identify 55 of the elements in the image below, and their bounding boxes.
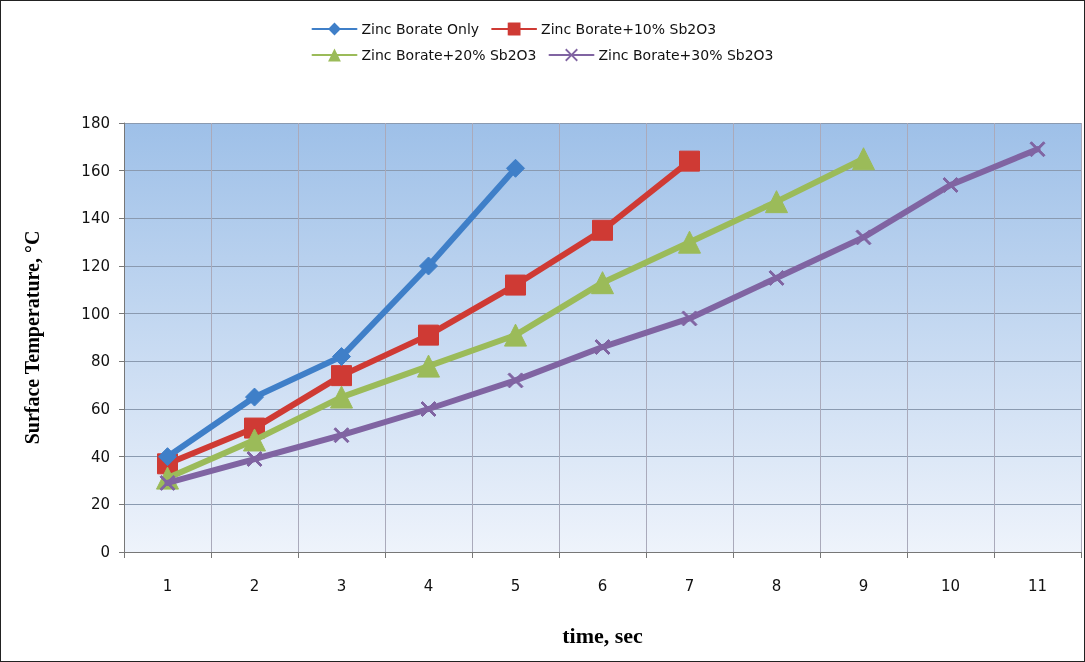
point: [507, 372, 524, 389]
point: [243, 428, 266, 452]
x-tick-label: 11: [1027, 576, 1048, 595]
y-tick-label: 140: [81, 209, 110, 228]
point: [942, 176, 959, 193]
y-axis-title: Surface Temperature, °C: [21, 230, 44, 445]
point: [681, 310, 698, 327]
y-tick-label: 60: [90, 400, 110, 418]
point: [246, 451, 263, 468]
point: [420, 401, 437, 417]
point: [1029, 141, 1046, 158]
x-tick-label: 6: [597, 576, 608, 595]
point: [594, 339, 611, 356]
point: [419, 256, 438, 276]
point: [855, 229, 872, 246]
x-tick-label: 8: [771, 576, 782, 595]
x-axis-title: time, sec: [562, 622, 644, 648]
point: [417, 354, 440, 378]
x-tick-label: 4: [423, 576, 434, 595]
legend-label: Zinc Borate Only: [361, 21, 480, 37]
point: [330, 385, 353, 409]
y-tick-label: 100: [81, 304, 110, 323]
legend-label: Zinc Borate+20% Sb2O3: [361, 47, 537, 63]
x-tick-label: 9: [858, 576, 869, 595]
y-tick-label: 20: [90, 495, 110, 514]
y-tick-label: 160: [81, 161, 110, 180]
y-tick-label: 180: [81, 114, 110, 132]
y-tick-label: 40: [90, 447, 110, 466]
x-tick-label: 7: [684, 576, 695, 595]
y-tick-label: 80: [90, 352, 110, 371]
point: [852, 147, 875, 171]
point: [591, 271, 614, 295]
legend-label: Zinc Borate+10% Sb2O3: [541, 21, 717, 37]
legend-label: Zinc Borate+30% Sb2O3: [598, 47, 774, 63]
x-tick-label: 2: [249, 576, 260, 595]
point: [768, 269, 785, 286]
point: [158, 447, 177, 467]
point: [418, 324, 439, 346]
point: [679, 150, 700, 172]
point: [331, 365, 352, 387]
point: [505, 274, 526, 296]
point: [506, 158, 525, 178]
x-tick-label: 3: [336, 576, 347, 595]
point: [504, 323, 527, 347]
point: [333, 427, 350, 444]
x-tick-label: 1: [162, 576, 173, 595]
point: [765, 190, 788, 214]
point: [592, 219, 613, 241]
y-tick-label: 0: [100, 543, 110, 561]
x-tick-label: 5: [510, 576, 521, 595]
point: [245, 387, 264, 407]
y-tick-label: 120: [81, 257, 110, 275]
x-tick-label: 10: [940, 576, 961, 595]
point: [332, 347, 351, 367]
point: [678, 230, 701, 254]
